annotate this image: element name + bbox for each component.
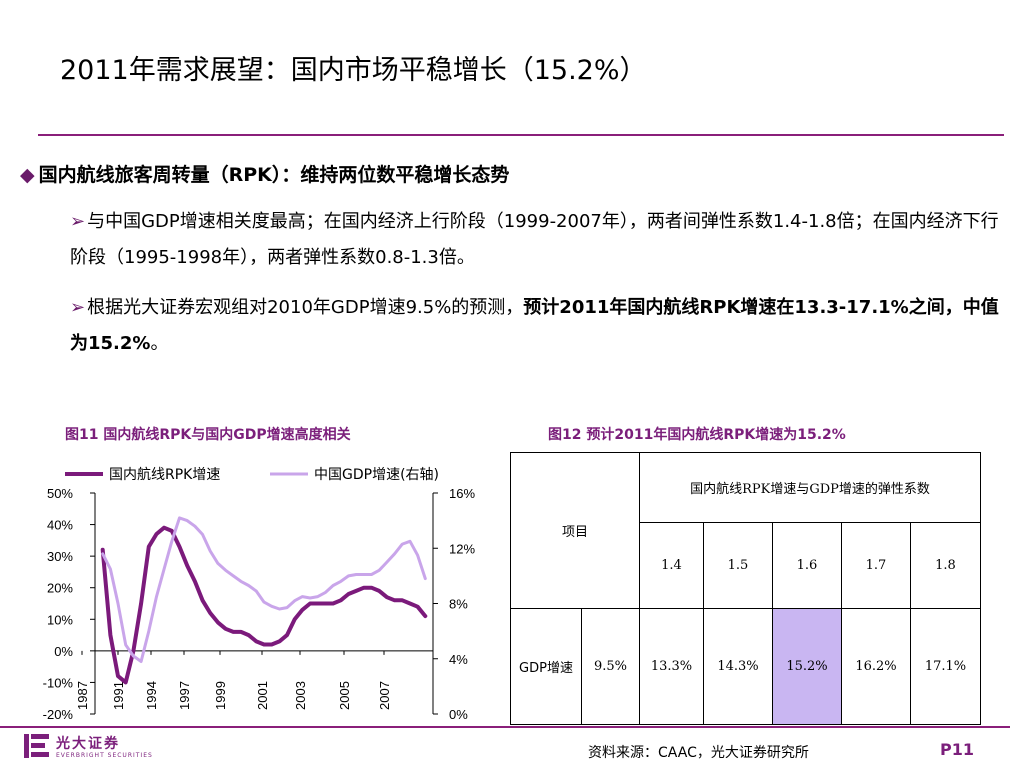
coef-cell: 1.8 [910,522,981,609]
left-tick-label: 10% [47,612,73,627]
figure-11-caption: 图11 国内航线RPK与国内GDP增速高度相关 [65,427,351,443]
main-bullet: ◆ 国内航线旅客周转量（RPK）：维持两位数平稳增长态势 [20,160,509,187]
sub-bullet-2-end: 。 [150,333,169,354]
left-tick-label: 30% [47,549,73,564]
right-tick-label: 0% [449,707,468,722]
x-tick-label: 2001 [255,681,270,710]
left-tick-label: 20% [47,581,73,596]
coef-cell: 1.5 [703,522,773,609]
right-tick-label: 8% [449,597,468,612]
x-tick-label: 2007 [377,681,392,710]
rpk-value-cell: 16.2% [841,608,911,725]
logo-text: 光大证券 [56,736,120,752]
figure-12-caption: 图12 预计2011年国内航线RPK增速为15.2% [548,427,846,443]
legend-label: 中国GDP增速(右轴) [314,467,439,483]
diamond-bullet-icon: ◆ [20,164,35,186]
x-tick-label: 2005 [337,681,352,710]
footer-divider [0,726,1010,728]
left-tick-label: -20% [43,707,74,722]
x-tick-label: 1994 [144,681,159,710]
rpk-value-cell: 14.3% [703,608,773,725]
x-tick-label: 2003 [293,681,308,710]
arrow-bullet-icon: ➢ [70,297,86,318]
x-tick-label: 1987 [75,681,90,710]
page-title: 2011年需求展望：国内市场平稳增长（15.2%） [60,55,647,86]
left-tick-label: -10% [43,675,74,690]
sub-bullet-1-text: 与中国GDP增速相关度最高；在国内经济上行阶段（1999-2007年），两者间弹… [70,211,999,268]
header-item-cell: 项目 [510,452,640,609]
coef-cell: 1.6 [772,522,842,609]
row-label-cell: GDP增速 [510,608,582,725]
rpk-value-cell-highlight: 15.2% [772,608,842,725]
coef-cell: 1.4 [639,522,704,609]
left-tick-label: 0% [54,644,73,659]
left-tick-label: 50% [47,486,73,501]
right-tick-label: 12% [449,541,475,556]
series-line-2 [101,516,427,663]
series-line-1 [100,525,428,685]
gdp-value-cell: 9.5% [581,608,640,725]
right-tick-label: 16% [449,486,475,501]
logo-subtext: EVERBRIGHT SECURITIES [56,752,153,759]
left-tick-label: 40% [47,518,73,533]
everbright-logo-icon [24,734,49,758]
sub-bullet-2: ➢ 根据光大证券宏观组对2010年GDP增速9.5%的预测，预计2011年国内航线… [70,290,1015,362]
x-tick-label: 1991 [111,681,126,710]
rpk-gdp-line-chart: 50% 40% 30% 20% 10% 0% -10% -20% 16% 12% 8% 4% 0% 198… [43,467,476,722]
sub-bullet-2-bold: 预计2011年国内航线RPK增速在13.3-17.1%之间，中值为15.2% [70,297,999,354]
arrow-bullet-icon: ➢ [70,211,86,232]
sub-bullet-1: ➢ 与中国GDP增速相关度最高；在国内经济上行阶段（1999-2007年），两者间… [70,204,1015,276]
right-tick-label: 4% [449,652,468,667]
elasticity-table: 项目 国内航线RPK增速与GDP增速的弹性系数 1.4 1.5 1.6 1.7 … [510,452,981,725]
legend-label: 国内航线RPK增速 [109,467,220,483]
title-divider [38,134,1004,136]
coef-cell: 1.7 [841,522,911,609]
x-tick-label: 1997 [177,681,192,710]
rpk-value-cell: 13.3% [639,608,704,725]
rpk-value-cell: 17.1% [910,608,981,725]
source-note: 资料来源：CAAC，光大证券研究所 [588,745,809,761]
x-tick-label: 1999 [213,681,228,710]
main-bullet-text: 国内航线旅客周转量（RPK）：维持两位数平稳增长态势 [38,164,510,186]
sub-bullet-2-text: 根据光大证券宏观组对2010年GDP增速9.5%的预测， [87,297,524,318]
header-group-cell: 国内航线RPK增速与GDP增速的弹性系数 [639,452,981,523]
page-number: P11 [940,740,974,759]
